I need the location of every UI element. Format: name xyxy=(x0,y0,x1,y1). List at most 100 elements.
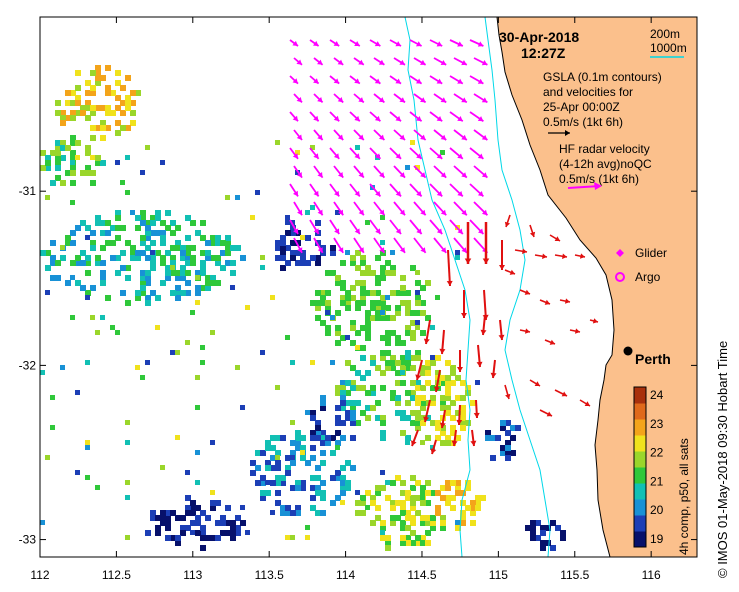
sst-cell xyxy=(400,275,406,281)
sst-cell xyxy=(400,365,406,371)
sst-cell xyxy=(110,110,116,116)
sst-cell xyxy=(295,485,301,491)
x-tick-label: 115.5 xyxy=(560,568,589,582)
velocity-arrow xyxy=(373,129,386,141)
sst-cell xyxy=(160,240,166,246)
sst-cell xyxy=(295,240,301,246)
sst-cell xyxy=(280,235,286,241)
sst-cell xyxy=(340,405,346,411)
sst-cell xyxy=(415,350,421,356)
sst-cell xyxy=(320,510,326,516)
velocity-arrow xyxy=(389,39,402,47)
sst-cell xyxy=(190,260,196,266)
sst-cell xyxy=(360,255,366,261)
sst-cell xyxy=(125,190,130,195)
sst-cell xyxy=(340,295,346,301)
sst-cell xyxy=(65,280,71,286)
sst-cell xyxy=(365,270,371,276)
velocity-arrow xyxy=(293,57,303,66)
velocity-arrow xyxy=(469,75,484,85)
velocity-arrow xyxy=(293,237,303,254)
sst-cell xyxy=(365,315,371,321)
sst-cell xyxy=(210,330,215,335)
sst-cell xyxy=(200,250,206,256)
sst-cell xyxy=(375,315,381,321)
sst-cell xyxy=(360,285,366,291)
sst-cell xyxy=(375,400,381,406)
sst-cell xyxy=(325,325,331,331)
sst-cell xyxy=(535,535,541,541)
sst-cell xyxy=(165,250,171,256)
sst-cell xyxy=(410,380,416,386)
sst-cell xyxy=(355,490,360,495)
axis-ticks: 112 112.5 113 113.5 114 114.5 115 115.5 116 -31 -3… xyxy=(19,17,697,582)
sst-cell xyxy=(90,315,95,320)
sst-cell xyxy=(555,525,561,531)
sst-cell xyxy=(285,215,290,220)
sst-cell xyxy=(450,425,456,431)
sst-cell xyxy=(95,215,101,221)
sst-cell xyxy=(330,250,336,256)
sst-cell xyxy=(310,455,316,461)
sst-cell xyxy=(430,325,435,330)
sst-cell xyxy=(425,540,431,546)
sst-cell xyxy=(315,485,321,491)
velocity-arrow xyxy=(353,201,365,216)
sst-cell xyxy=(410,515,416,521)
sst-cell xyxy=(90,245,96,251)
sst-cell xyxy=(185,280,191,286)
sst-cell xyxy=(190,245,196,251)
sst-cell xyxy=(125,495,130,500)
sst-cell xyxy=(370,290,376,296)
sst-cell xyxy=(445,380,451,386)
radar-scale-arrow xyxy=(567,182,602,190)
velocity-arrow xyxy=(349,219,361,235)
sst-cell xyxy=(390,390,396,396)
sst-cell xyxy=(175,515,181,521)
sst-cell xyxy=(70,110,76,116)
sst-cell xyxy=(160,220,166,226)
sst-cell xyxy=(240,405,245,410)
velocity-arrow xyxy=(389,219,402,235)
sst-cell xyxy=(360,300,366,306)
sst-cell xyxy=(70,170,76,176)
sst-cell xyxy=(385,315,391,321)
sst-cell xyxy=(100,160,106,166)
sst-cell xyxy=(290,440,296,446)
sst-cell xyxy=(400,360,406,366)
sst-cell xyxy=(430,490,436,496)
sst-cell xyxy=(405,350,411,356)
velocity-arrow xyxy=(413,57,427,66)
colorbar-swatch xyxy=(634,467,646,484)
sst-cell xyxy=(265,460,271,466)
velocity-arrow xyxy=(329,183,340,197)
sst-cell xyxy=(420,485,426,491)
sst-cell xyxy=(505,420,511,426)
sst-cell xyxy=(185,260,191,266)
sst-cell xyxy=(375,415,381,421)
x-tick-label: 112.5 xyxy=(102,568,131,582)
sst-cell xyxy=(365,335,371,341)
sst-cell xyxy=(215,260,221,266)
sst-cell xyxy=(330,360,335,365)
sst-cell xyxy=(340,435,346,441)
velocity-arrow xyxy=(473,57,488,66)
sst-cell xyxy=(50,255,56,261)
sst-cell xyxy=(85,145,91,151)
sst-cell xyxy=(430,515,436,521)
sst-cell xyxy=(195,405,200,410)
sst-cell xyxy=(220,530,226,536)
sst-cell xyxy=(280,510,286,516)
sst-cell xyxy=(60,115,66,121)
sst-cell xyxy=(90,70,96,76)
sst-cell xyxy=(230,260,236,266)
sst-cell xyxy=(180,265,186,271)
y-tick-label: -31 xyxy=(19,184,37,198)
sst-cell xyxy=(335,495,341,501)
sst-cell xyxy=(365,415,371,421)
sst-cell xyxy=(205,275,211,281)
sst-cell xyxy=(380,420,386,426)
sst-cell xyxy=(180,255,186,261)
sst-cell xyxy=(350,340,356,346)
velocity-arrow xyxy=(329,219,340,235)
